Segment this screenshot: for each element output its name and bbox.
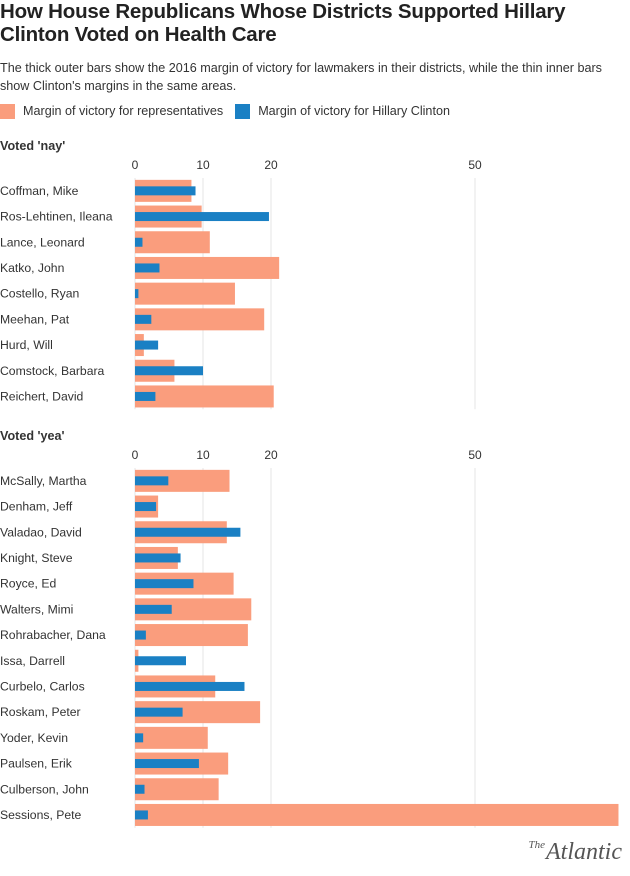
legend-label-clinton: Margin of victory for Hillary Clinton bbox=[258, 104, 450, 118]
bar-representative-meehan-pat bbox=[135, 308, 265, 331]
bar-clinton-culberson-john bbox=[135, 784, 145, 794]
legend-item-representatives: Margin of victory for representatives bbox=[0, 103, 224, 119]
bar-clinton-walters-mimi bbox=[135, 604, 172, 614]
row-label-roskam-peter: Roskam, Peter bbox=[0, 705, 81, 719]
bar-representative-rohrabacher-dana bbox=[135, 624, 248, 647]
bar-clinton-mcsally-martha bbox=[135, 476, 169, 486]
bar-clinton-valadao-david bbox=[135, 527, 241, 537]
bar-representative-mcsally-martha bbox=[135, 469, 230, 492]
bar-clinton-sessions-pete bbox=[135, 810, 148, 820]
row-label-denham-jeff: Denham, Jeff bbox=[0, 500, 73, 514]
chart-title: How House Republicans Whose Districts Su… bbox=[0, 0, 566, 46]
bar-representative-costello-ryan bbox=[135, 282, 235, 305]
row-label-rohrabacher-dana: Rohrabacher, Dana bbox=[0, 628, 106, 642]
tick-label-voted-yea: 20 bbox=[264, 448, 278, 462]
tick-label-voted-yea: 0 bbox=[132, 448, 139, 462]
row-label-paulsen-erik: Paulsen, Erik bbox=[0, 757, 73, 771]
legend: Margin of victory for representatives Ma… bbox=[0, 102, 462, 120]
bar-clinton-yoder-kevin bbox=[135, 733, 144, 743]
row-label-yoder-kevin: Yoder, Kevin bbox=[0, 731, 68, 745]
bar-representative-reichert-david bbox=[135, 385, 274, 408]
row-label-lance-leonard: Lance, Leonard bbox=[0, 235, 85, 249]
row-label-reichert-david: Reichert, David bbox=[0, 389, 83, 403]
tick-label-voted-nay: 20 bbox=[264, 158, 278, 172]
legend-label-representatives: Margin of victory for representatives bbox=[23, 104, 224, 118]
row-label-walters-mimi: Walters, Mimi bbox=[0, 602, 73, 616]
group-title-voted-yea: Voted 'yea' bbox=[0, 429, 65, 443]
tick-label-voted-yea: 50 bbox=[468, 448, 482, 462]
bar-clinton-meehan-pat bbox=[135, 314, 152, 324]
bar-clinton-ros-lehtinen-ileana bbox=[135, 212, 269, 222]
bar-clinton-roskam-peter bbox=[135, 707, 183, 717]
bar-clinton-hurd-will bbox=[135, 340, 159, 350]
bar-representative-roskam-peter bbox=[135, 701, 261, 724]
bar-clinton-reichert-david bbox=[135, 391, 156, 401]
bar-clinton-comstock-barbara bbox=[135, 366, 203, 376]
legend-item-clinton: Margin of victory for Hillary Clinton bbox=[235, 103, 450, 119]
bar-clinton-denham-jeff bbox=[135, 502, 157, 512]
row-label-curbelo-carlos: Curbelo, Carlos bbox=[0, 679, 85, 693]
bar-clinton-curbelo-carlos bbox=[135, 681, 245, 691]
row-label-hurd-will: Hurd, Will bbox=[0, 338, 53, 352]
tick-label-voted-yea: 10 bbox=[196, 448, 210, 462]
bar-representative-sessions-pete bbox=[135, 803, 619, 826]
bar-clinton-katko-john bbox=[135, 263, 160, 273]
atlantic-logo: TheAtlantic bbox=[528, 839, 622, 865]
row-label-meehan-pat: Meehan, Pat bbox=[0, 312, 70, 326]
bar-clinton-lance-leonard bbox=[135, 237, 143, 247]
group-title-voted-nay: Voted 'nay' bbox=[0, 139, 65, 153]
bar-representative-katko-john bbox=[135, 256, 280, 279]
bar-clinton-coffman-mike bbox=[135, 186, 196, 196]
legend-swatch-representatives bbox=[0, 103, 15, 119]
row-label-katko-john: Katko, John bbox=[0, 261, 64, 275]
bar-representative-yoder-kevin bbox=[135, 726, 208, 749]
bar-clinton-rohrabacher-dana bbox=[135, 630, 146, 640]
row-label-valadao-david: Valadao, David bbox=[0, 525, 82, 539]
row-label-coffman-mike: Coffman, Mike bbox=[0, 184, 79, 198]
bar-clinton-knight-steve bbox=[135, 553, 181, 563]
bar-clinton-issa-darrell bbox=[135, 656, 186, 666]
row-label-sessions-pete: Sessions, Pete bbox=[0, 808, 82, 822]
legend-swatch-clinton bbox=[235, 103, 251, 119]
row-label-comstock-barbara: Comstock, Barbara bbox=[0, 364, 105, 378]
bar-chart: Voted 'nay' 0 10 20 50 Coffman, Mike Ros-Lehti… bbox=[0, 139, 619, 828]
tick-label-voted-nay: 10 bbox=[196, 158, 210, 172]
bar-clinton-paulsen-erik bbox=[135, 759, 199, 769]
bar-representative-lance-leonard bbox=[135, 231, 210, 254]
bar-clinton-royce-ed bbox=[135, 579, 194, 589]
row-label-ros-lehtinen-ileana: Ros-Lehtinen, Ileana bbox=[0, 210, 113, 224]
row-label-knight-steve: Knight, Steve bbox=[0, 551, 73, 565]
row-label-costello-ryan: Costello, Ryan bbox=[0, 287, 79, 301]
row-label-mcsally-martha: McSally, Martha bbox=[0, 474, 87, 488]
bar-representative-culberson-john bbox=[135, 778, 219, 801]
row-label-issa-darrell: Issa, Darrell bbox=[0, 654, 65, 668]
row-label-culberson-john: Culberson, John bbox=[0, 782, 89, 796]
row-label-royce-ed: Royce, Ed bbox=[0, 577, 56, 591]
chart-subtitle: The thick outer bars show the 2016 margi… bbox=[0, 61, 602, 93]
tick-label-voted-nay: 0 bbox=[132, 158, 139, 172]
tick-label-voted-nay: 50 bbox=[468, 158, 482, 172]
bar-representative-walters-mimi bbox=[135, 598, 252, 621]
bar-clinton-costello-ryan bbox=[135, 289, 139, 299]
